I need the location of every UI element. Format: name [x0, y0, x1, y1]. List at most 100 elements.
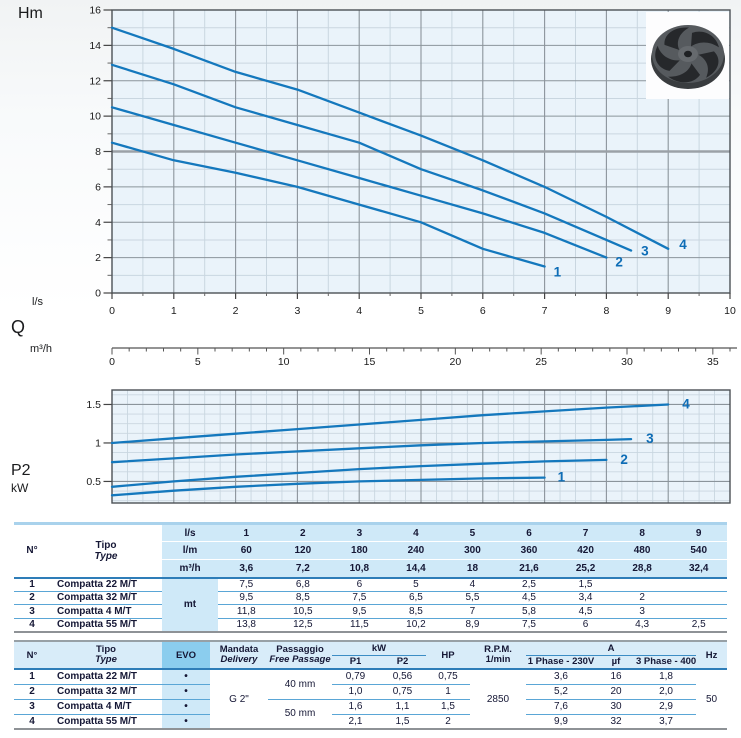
curve-3 [110, 63, 633, 252]
hydraulic-table-body: 1 Compatta 22 M/T mt 7,5 6,8 6 5 4 2,5 1,5 2 Compat… [14, 577, 727, 632]
t1-flow-value: 25,2 [557, 559, 614, 579]
t2-1phase-current: 7,6 [526, 699, 596, 715]
t2-header-rpm: R.P.M. 1/min [470, 641, 526, 670]
flow-m3h-tick-label: 25 [535, 356, 547, 368]
table-row: 4 Compatta 55 M/T 13,8 12,5 11,5 10,2 8,9 7,5 6 4… [14, 618, 727, 632]
t1-head-value: 7 [444, 604, 501, 619]
t1-head-value: 7,5 [331, 591, 388, 605]
t1-flow-value: 120 [274, 541, 332, 560]
t2-header-n: N° [14, 641, 50, 670]
curve-1 [110, 141, 546, 268]
t1-flow-value: 14,4 [387, 559, 445, 579]
t1-unit-1: l/m [162, 541, 218, 560]
header-line-1: Tipo [95, 539, 117, 551]
t2-evo-dot: • [162, 699, 210, 715]
t1-head-value: 9,5 [218, 591, 275, 605]
curve-1 [110, 476, 546, 497]
table-row: 3 Compatta 4 M/T • 50 mm 1,6 1,1 1,5 7,6 30 2,9 [14, 699, 727, 719]
flow-m3h-tick-label: 10 [278, 356, 290, 368]
t1-flow-value: 10,8 [331, 559, 388, 579]
t2-header-uf: µf [596, 655, 636, 670]
t1-head-value: 7,5 [218, 577, 275, 592]
t2-1phase-current: 9,9 [554, 715, 568, 727]
t1-head-value: 6 [331, 577, 388, 592]
head-y-tick-label: 8 [95, 146, 101, 158]
t1-flow-value: 8 [613, 523, 671, 542]
t1-flow-value: 60 [218, 541, 275, 560]
flow-m3h-ruler: 0 5 10 15 20 25 30 35 [109, 347, 737, 368]
t1-head-value: 5,5 [444, 591, 501, 605]
t1-flow-value: 480 [613, 541, 671, 560]
t1-header-n: N° [14, 523, 50, 579]
t1-flow-value: 32,4 [670, 559, 727, 579]
motor-specs-table: N° Tipo Type EVO Mandata Delivery Passaggio Fre… [14, 640, 727, 730]
t1-flow-value: 7 [557, 523, 614, 542]
t2-header-hz: Hz [696, 641, 727, 670]
header-line-1: Tipo [96, 643, 116, 655]
flow-ls-tick-label: 10 [724, 305, 736, 317]
t1-head-value: 13,8 [236, 619, 256, 630]
t1-head-value: 5 [387, 577, 445, 592]
t2-header-1ph: 1 Phase - 230V [526, 655, 596, 670]
flow-m3h-tick-label: 15 [364, 356, 376, 368]
t1-head-value: 2 [613, 591, 671, 605]
head-y-tick-label: 14 [89, 40, 101, 52]
t2-model-name: Compatta 32 M/T [50, 684, 162, 700]
header-line-2: Type [95, 654, 117, 665]
t2-3phase-current: 2,0 [636, 684, 697, 700]
impeller-blade [668, 63, 701, 83]
t1-head-value: 2,5 [691, 619, 706, 630]
power-y-tick-label: 0.5 [86, 476, 101, 488]
t1-unit-0: l/s [162, 523, 218, 542]
t1-flow-value: 3,6 [218, 559, 275, 579]
t2-1phase-current: 5,2 [526, 684, 596, 700]
t1-head-value: 11,8 [218, 604, 275, 619]
t1-head-value: 9,5 [331, 604, 388, 619]
t1-head-value: 3,4 [557, 591, 614, 605]
t1-head-value: 8,5 [387, 604, 445, 619]
t1-model-name: Compatta 55 M/T [57, 619, 138, 630]
t2-row-n: 3 [14, 699, 50, 715]
t2-rpm-value: 2850 [486, 693, 510, 705]
t1-row-n: 4 [29, 619, 35, 630]
curve-3 [110, 437, 633, 464]
t2-evo-dot: • [162, 684, 210, 700]
curve-label-4: 4 [679, 237, 687, 252]
table-row: 2 Compatta 32 M/T • 1,0 0,75 1 5,2 20 2,0 [14, 684, 727, 700]
table-row: 1 Compatta 22 M/T • G 2" 40 mm 0,79 0,56 0,75 28… [14, 669, 727, 705]
t1-head-value: 12,5 [293, 619, 313, 630]
t2-p2-value: 1,1 [379, 699, 426, 715]
flow-ls-tick-label: 6 [480, 305, 486, 317]
t1-flow-value: 3 [331, 523, 388, 542]
table-row: 3 Compatta 4 M/T 11,8 10,5 9,5 8,5 7 5,8 4,5 3 [14, 604, 727, 619]
t2-header-passaggio: Passaggio Free Passage [268, 641, 332, 670]
flow-ls-tick-label: 5 [418, 305, 424, 317]
t1-flow-value: 21,6 [500, 559, 558, 579]
flow-m3h-tick-label: 0 [109, 356, 115, 368]
t2-3phase-current: 2,9 [636, 699, 697, 715]
t2-header-p1: P1 [332, 655, 379, 670]
pump-impeller-image [651, 25, 725, 89]
curve-4 [110, 403, 670, 445]
t1-body-unit: mt [162, 577, 218, 632]
t1-head-value: 8,9 [465, 619, 480, 630]
t1-unit-2: m³/h [162, 559, 218, 579]
power-axis-label: P2 [11, 462, 31, 479]
t1-flow-value: 4 [387, 523, 445, 542]
t2-evo-dot: • [162, 714, 210, 729]
t1-head-value: 8,5 [274, 591, 332, 605]
t2-capacitor-value: 16 [596, 669, 636, 685]
header-line-2: Type [94, 550, 118, 562]
t1-head-value: 10,2 [406, 619, 426, 630]
t1-head-value [670, 591, 727, 605]
table-row: 1 Compatta 22 M/T mt 7,5 6,8 6 5 4 2,5 1,5 [14, 577, 727, 632]
curve-label-3: 3 [646, 431, 654, 446]
flow-m3h-tick-label: 20 [449, 356, 461, 368]
t1-head-value [613, 577, 671, 592]
header-line-2: Free Passage [269, 654, 331, 665]
t1-head-value: 11,5 [350, 619, 369, 630]
t1-flow-value: 9 [670, 523, 727, 542]
t2-p1-value: 2,1 [348, 715, 363, 727]
t2-p1-value: 1,6 [332, 699, 379, 715]
table-row: 2 Compatta 32 M/T 9,5 8,5 7,5 6,5 5,5 4,5 3,4 2 [14, 591, 727, 605]
